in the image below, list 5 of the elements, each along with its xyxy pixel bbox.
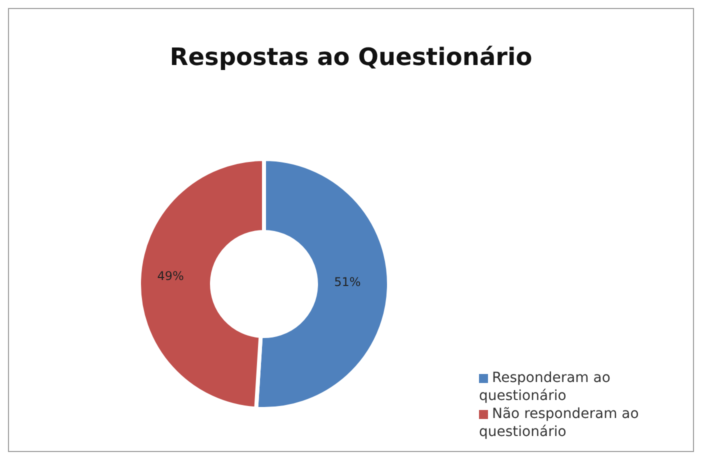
legend-label: Não responderam ao questionário <box>479 406 639 440</box>
data-label: 51% <box>334 274 361 289</box>
chart-title: Respostas ao Questionário <box>168 43 534 71</box>
legend-label: Responderam ao questionário <box>479 370 610 404</box>
data-label: 49% <box>157 269 184 284</box>
